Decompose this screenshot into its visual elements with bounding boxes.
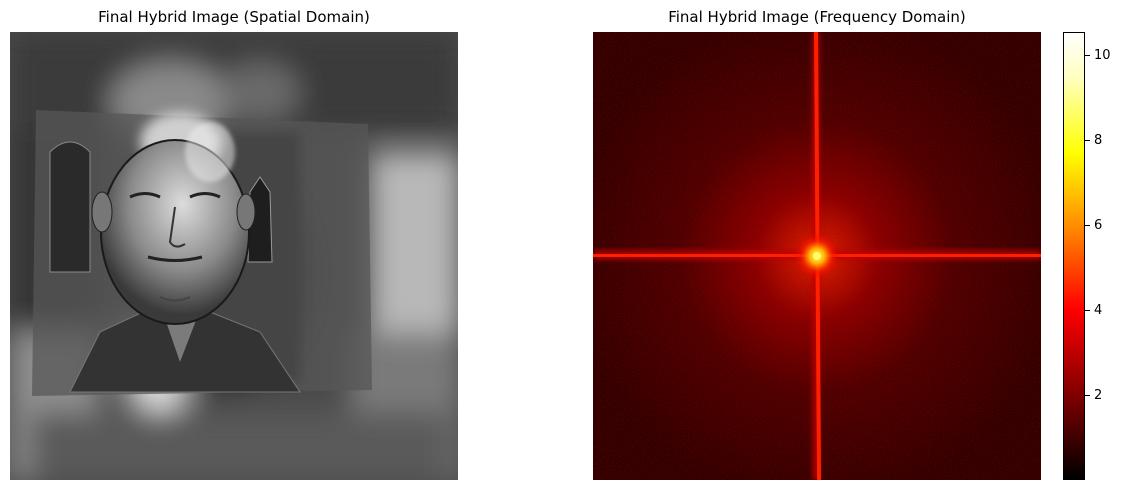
colorbar bbox=[1063, 32, 1085, 480]
colorbar-tick bbox=[1085, 310, 1090, 311]
frequency-title: Final Hybrid Image (Frequency Domain) bbox=[668, 8, 966, 26]
colorbar-tick-label: 10 bbox=[1094, 48, 1111, 63]
frequency-spectrum bbox=[593, 32, 1041, 480]
colorbar-tick bbox=[1085, 140, 1090, 141]
colorbar-tick-label: 6 bbox=[1094, 218, 1103, 233]
colorbar-tick-label: 4 bbox=[1094, 303, 1103, 318]
colorbar-tick-label: 8 bbox=[1094, 133, 1103, 148]
spatial-image bbox=[10, 32, 458, 480]
colorbar-tick bbox=[1085, 395, 1090, 396]
spatial-title: Final Hybrid Image (Spatial Domain) bbox=[98, 8, 370, 26]
colorbar-tick-label: 2 bbox=[1094, 388, 1103, 403]
colorbar-tick bbox=[1085, 225, 1090, 226]
colorbar-tick bbox=[1085, 55, 1090, 56]
